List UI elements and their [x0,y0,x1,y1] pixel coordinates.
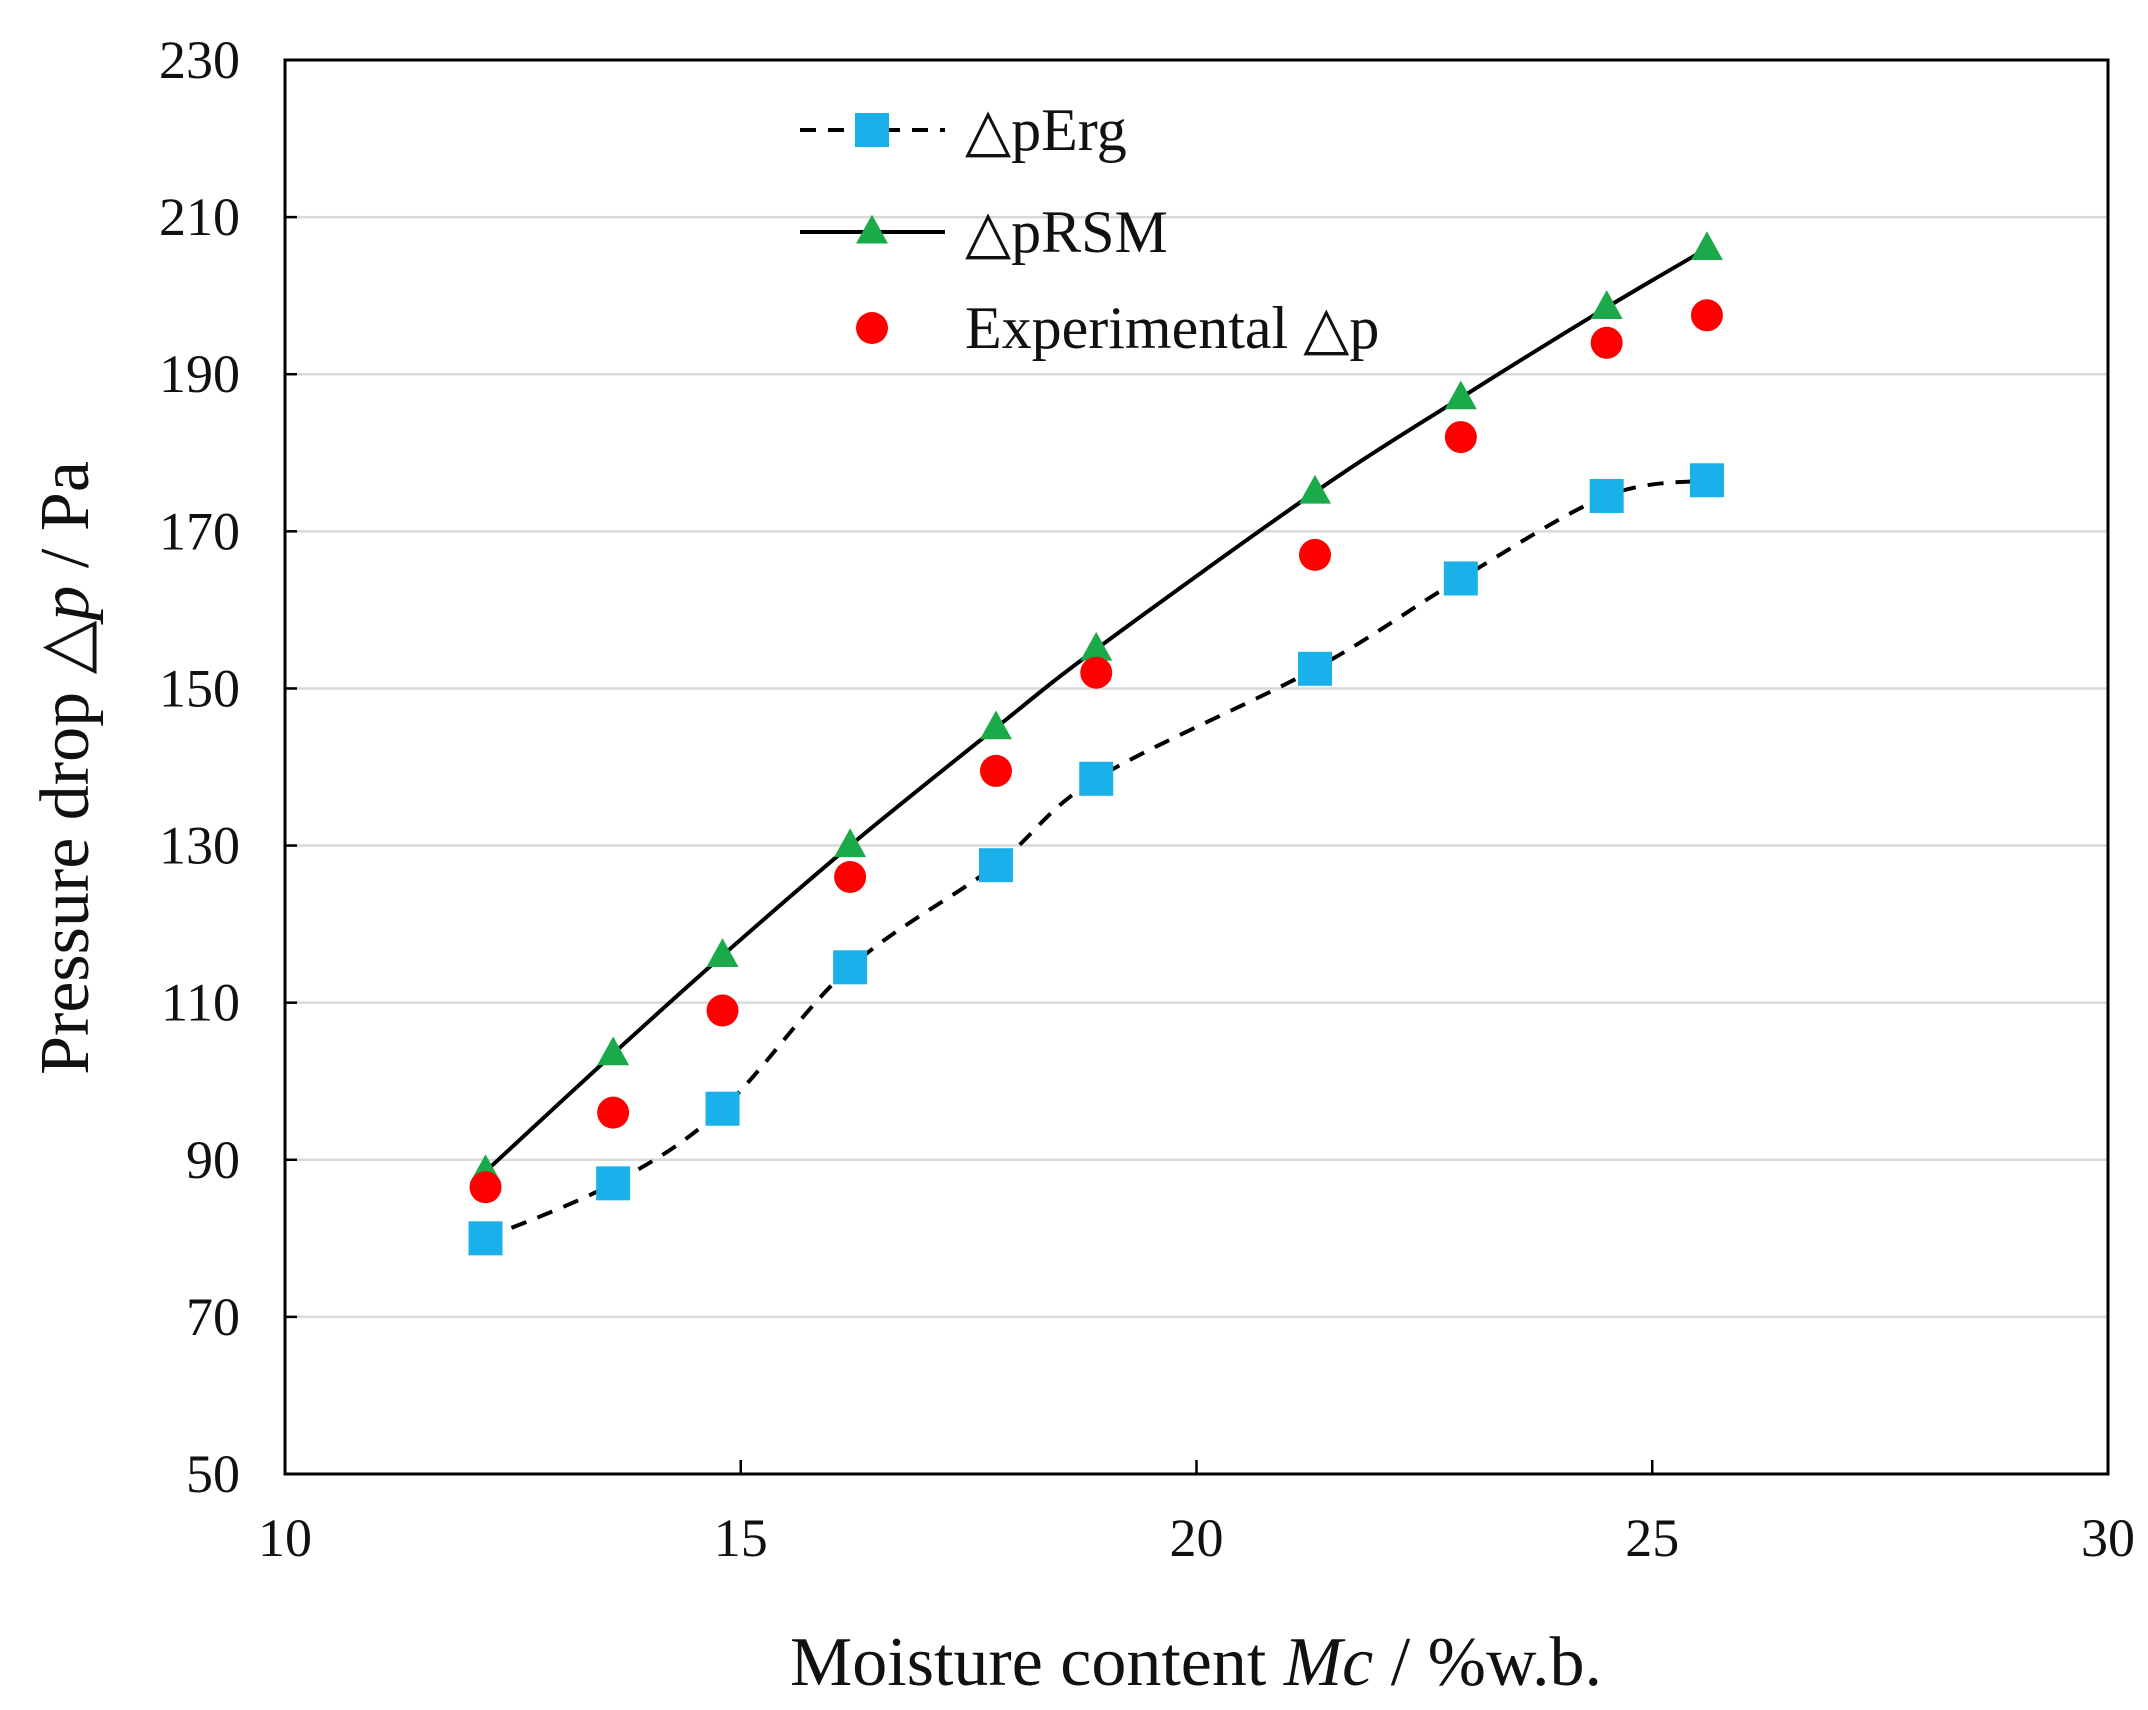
plot-frame [283,58,2110,1476]
y-tick-label: 50 [186,1444,240,1504]
y-tick-label: 230 [159,30,240,90]
y-axis-title: Pressure drop △p / Pa [27,461,104,1075]
legend-label: △pRSM [965,199,1168,265]
square-marker [468,1221,503,1256]
square-marker [1589,478,1624,513]
legend-item: △pErg [800,97,1127,163]
y-tick-label: 130 [159,816,240,876]
triangle-marker [1298,474,1331,504]
square-marker [978,848,1013,883]
y-tick-label: 110 [161,973,240,1033]
circle-marker [1690,299,1723,332]
triangle-marker [856,214,888,244]
gridlines [285,215,2108,1319]
circle-marker [1298,538,1331,571]
y-tick-label: 210 [159,187,240,247]
legend-item: Experimental △p [856,295,1379,361]
legend-item: △pRSM [800,199,1168,265]
y-tick-label: 150 [159,658,240,718]
triangle-marker [1444,380,1477,410]
circle-marker [1590,326,1623,359]
circle-marker [856,312,888,344]
x-axis-title: Moisture content Mc / %w.b. [790,1624,1602,1701]
square-marker [1079,761,1114,796]
x-tick-label: 25 [1625,1508,1679,1568]
circle-marker [979,754,1012,787]
square-marker [705,1091,740,1126]
y-tick-label: 70 [186,1287,240,1347]
x-tick-label: 20 [1170,1508,1224,1568]
square-marker [855,113,889,147]
triangle-marker [597,1036,630,1066]
triangle-marker [834,828,867,858]
circle-marker [1444,421,1477,454]
circle-marker [834,860,867,893]
circle-marker [469,1171,502,1204]
x-tick-label: 10 [258,1508,312,1568]
legend-label: △pErg [965,97,1127,163]
square-marker [1689,463,1724,498]
data-series [468,231,1724,1256]
legend: △pErg △pRSM Experimental △p [800,97,1379,361]
series-1 [469,231,1723,1184]
square-marker [833,950,868,985]
triangle-marker [706,938,739,968]
y-tick-label: 170 [159,501,240,561]
circle-marker [706,994,739,1027]
x-tick-label: 15 [714,1508,768,1568]
y-tick-label: 90 [186,1130,240,1190]
triangle-marker [979,710,1012,740]
series-2 [469,299,1723,1204]
square-marker [596,1166,631,1201]
circle-marker [1080,656,1113,689]
rsm-line [484,246,1708,1174]
circle-marker [597,1096,630,1129]
x-tick-label: 30 [2081,1508,2135,1568]
series-0 [468,463,1724,1256]
axes: 50 70 90 110 130 150 170 190 210 230 10 15 20 25 30 [159,30,2135,1568]
triangle-marker [1080,631,1113,661]
square-marker [1443,561,1478,596]
triangle-marker [1590,290,1623,319]
erg-line [484,478,1708,1241]
triangle-marker [1690,231,1723,261]
square-marker [1297,651,1332,686]
legend-label: Experimental △p [965,295,1379,361]
y-tick-label: 190 [159,344,240,404]
